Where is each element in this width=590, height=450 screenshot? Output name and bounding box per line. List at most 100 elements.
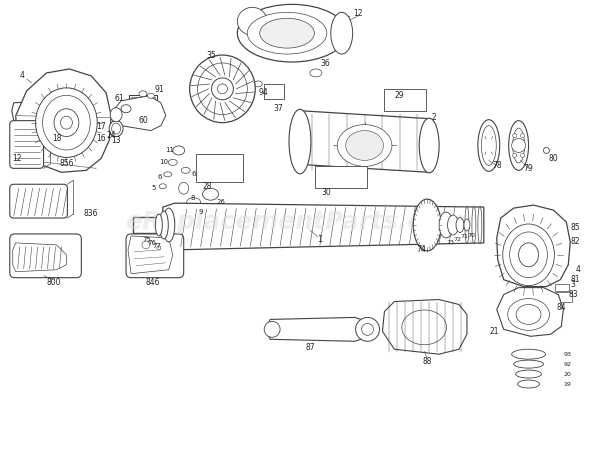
Ellipse shape: [218, 84, 227, 94]
Ellipse shape: [516, 305, 541, 324]
Text: 16: 16: [96, 134, 106, 143]
Text: 5: 5: [152, 185, 156, 191]
Ellipse shape: [159, 184, 166, 189]
Text: 12: 12: [353, 9, 362, 18]
Polygon shape: [163, 203, 484, 250]
Ellipse shape: [247, 12, 327, 54]
Ellipse shape: [212, 78, 234, 100]
Text: 78: 78: [492, 161, 502, 170]
Text: 37: 37: [273, 104, 283, 113]
Text: 6: 6: [191, 171, 196, 177]
Ellipse shape: [513, 128, 525, 163]
Text: 11: 11: [165, 148, 174, 153]
Ellipse shape: [159, 211, 168, 239]
Circle shape: [264, 321, 280, 338]
Ellipse shape: [448, 215, 458, 235]
Text: 83: 83: [568, 290, 578, 299]
Text: 91: 91: [154, 86, 163, 94]
Text: 13: 13: [112, 136, 121, 145]
Ellipse shape: [510, 232, 548, 278]
FancyBboxPatch shape: [10, 121, 44, 168]
Polygon shape: [266, 317, 372, 341]
Polygon shape: [113, 96, 166, 130]
Bar: [264, 84, 284, 99]
Text: 1: 1: [317, 235, 323, 244]
Circle shape: [512, 139, 526, 153]
Text: 21: 21: [489, 327, 499, 336]
Ellipse shape: [254, 81, 262, 87]
Ellipse shape: [121, 105, 131, 112]
Text: 12: 12: [12, 154, 21, 163]
Text: 18: 18: [52, 134, 61, 143]
Ellipse shape: [186, 198, 201, 207]
Polygon shape: [12, 101, 96, 133]
Bar: [131, 97, 155, 111]
Ellipse shape: [112, 123, 120, 134]
Text: 77: 77: [152, 243, 161, 249]
Ellipse shape: [86, 114, 96, 128]
Ellipse shape: [189, 55, 255, 123]
Text: 79: 79: [524, 164, 533, 173]
Polygon shape: [16, 69, 111, 172]
Ellipse shape: [402, 310, 447, 345]
Ellipse shape: [173, 146, 185, 155]
Ellipse shape: [60, 116, 73, 129]
Ellipse shape: [198, 63, 247, 115]
Ellipse shape: [164, 172, 172, 177]
Ellipse shape: [507, 298, 549, 330]
Text: 70: 70: [467, 234, 475, 239]
Text: 82: 82: [571, 238, 580, 247]
Ellipse shape: [205, 73, 235, 105]
Circle shape: [362, 324, 373, 335]
Text: 92: 92: [563, 362, 571, 367]
Bar: [556, 292, 572, 302]
Ellipse shape: [109, 121, 123, 136]
Text: 846: 846: [146, 278, 160, 287]
Ellipse shape: [54, 109, 79, 136]
Ellipse shape: [168, 159, 177, 165]
Text: 73: 73: [446, 240, 454, 245]
Text: 81: 81: [571, 275, 580, 284]
Ellipse shape: [517, 380, 539, 388]
Bar: [315, 166, 366, 188]
Ellipse shape: [237, 4, 347, 62]
Ellipse shape: [439, 212, 453, 238]
Ellipse shape: [42, 95, 90, 150]
Text: 93: 93: [563, 352, 571, 357]
Ellipse shape: [260, 18, 314, 48]
Text: 76: 76: [148, 240, 156, 246]
Ellipse shape: [101, 114, 111, 128]
Bar: [196, 154, 243, 182]
Text: 3: 3: [571, 280, 576, 289]
Text: 6: 6: [158, 174, 162, 180]
Ellipse shape: [35, 88, 97, 158]
Ellipse shape: [163, 208, 175, 242]
Ellipse shape: [478, 120, 500, 171]
Text: 30: 30: [322, 188, 332, 197]
Text: 4: 4: [19, 72, 24, 81]
Ellipse shape: [289, 109, 311, 174]
Polygon shape: [497, 205, 571, 287]
Text: 4: 4: [576, 265, 581, 274]
Ellipse shape: [331, 12, 353, 54]
FancyBboxPatch shape: [10, 234, 81, 278]
Ellipse shape: [110, 108, 122, 122]
Bar: [555, 284, 569, 291]
Ellipse shape: [346, 130, 384, 160]
Text: 19: 19: [563, 382, 571, 387]
Ellipse shape: [419, 118, 439, 173]
Text: 836: 836: [83, 208, 98, 217]
Ellipse shape: [456, 217, 464, 233]
Text: 84: 84: [556, 303, 566, 312]
Text: 72: 72: [453, 238, 461, 243]
Text: 28: 28: [202, 182, 212, 191]
Ellipse shape: [99, 111, 113, 130]
Text: 61: 61: [114, 94, 124, 104]
Polygon shape: [497, 288, 563, 336]
Ellipse shape: [464, 219, 470, 231]
Circle shape: [513, 134, 517, 138]
Text: eReplacementParts.com: eReplacementParts.com: [125, 210, 465, 234]
Ellipse shape: [155, 214, 162, 236]
Polygon shape: [13, 243, 67, 272]
Ellipse shape: [514, 360, 543, 368]
